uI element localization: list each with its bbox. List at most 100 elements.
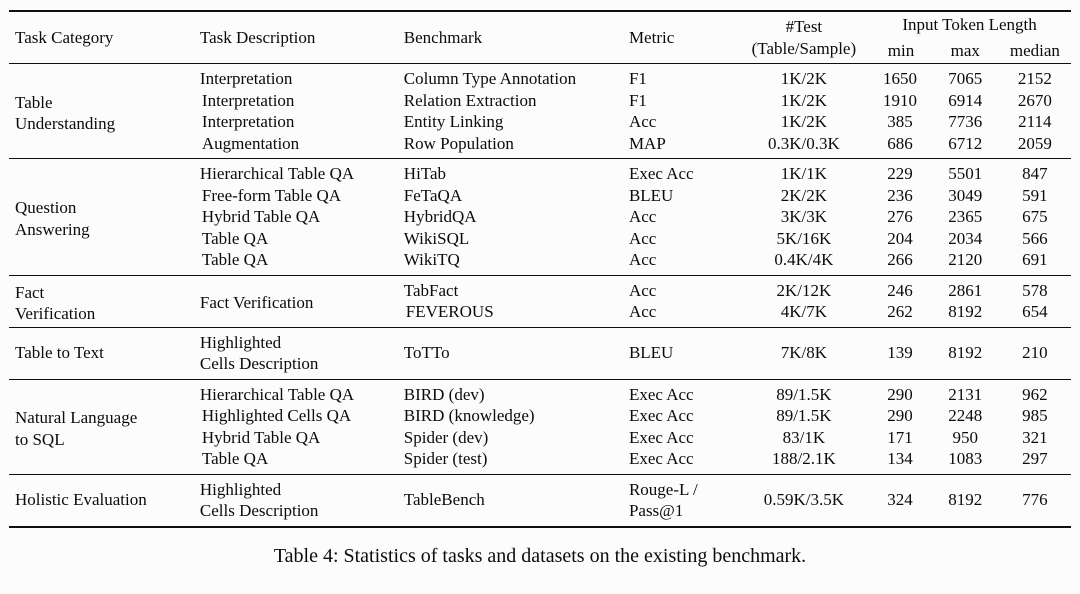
cell-max: 2034 bbox=[948, 228, 983, 248]
section-question-answering: Question Answering Hierarchical Table QA… bbox=[9, 158, 1071, 276]
cell-max: 7065 bbox=[948, 69, 983, 88]
cell-min: 290 bbox=[887, 406, 913, 425]
cell-metric: BLEU bbox=[628, 343, 674, 363]
cell-metric: F1 bbox=[628, 69, 647, 88]
cell-metric: Acc bbox=[628, 302, 657, 321]
cell-description: Augmentation bbox=[201, 133, 300, 153]
cell-metric: Exec Acc bbox=[628, 384, 694, 404]
cell-max: 8192 bbox=[948, 343, 983, 363]
cell-median: 675 bbox=[1022, 207, 1048, 226]
table-row: Interpretation Entity Linking Acc 1K/2K … bbox=[9, 111, 1071, 133]
cell-median: 654 bbox=[1022, 302, 1048, 321]
cell-description: Table QA bbox=[201, 250, 269, 269]
cell-description: Table QA bbox=[201, 228, 269, 248]
cell-benchmark: FeTaQA bbox=[403, 185, 463, 205]
cell-description: Hybrid Table QA bbox=[201, 427, 321, 447]
cell-benchmark: BIRD (dev) bbox=[403, 384, 485, 404]
cell-max: 6712 bbox=[948, 133, 983, 153]
cell-max: 8192 bbox=[948, 302, 983, 321]
cell-min: 686 bbox=[887, 133, 913, 153]
cell-test-count: 1K/2K bbox=[780, 112, 828, 131]
cell-description: Free-form Table QA bbox=[201, 185, 342, 205]
cell-test-count: 83/1K bbox=[782, 427, 826, 447]
cell-benchmark: TableBench bbox=[403, 490, 485, 510]
cell-max: 3049 bbox=[948, 185, 983, 205]
cell-description: Highlighted Cells Description bbox=[199, 332, 319, 374]
header-test-count: #Test (Table/Sample) bbox=[751, 17, 857, 58]
table-row: Interpretation Relation Extraction F1 1K… bbox=[9, 90, 1071, 112]
table-row: Table QA Spider (test) Exec Acc 188/2.1K… bbox=[9, 448, 1071, 474]
header-min: min bbox=[887, 40, 915, 60]
cell-test-count: 5K/16K bbox=[776, 228, 832, 248]
cell-metric: Exec Acc bbox=[628, 427, 694, 447]
section-fact-verification: Fact Verification Fact Verification TabF… bbox=[9, 275, 1071, 327]
cell-median: 321 bbox=[1022, 427, 1048, 447]
cell-metric: F1 bbox=[628, 90, 647, 110]
cell-description: Interpretation bbox=[201, 90, 295, 110]
cell-test-count: 89/1.5K bbox=[776, 406, 832, 425]
cell-min: 229 bbox=[887, 164, 913, 183]
cell-benchmark: Spider (dev) bbox=[403, 427, 489, 447]
table-row: Fact Verification Fact Verification TabF… bbox=[9, 275, 1071, 324]
cell-max: 7736 bbox=[948, 112, 983, 131]
table-header: Task Category Task Description Benchmark… bbox=[9, 11, 1071, 64]
cell-median: 776 bbox=[1022, 490, 1048, 510]
table-row: Highlighted Cells QA BIRD (knowledge) Ex… bbox=[9, 405, 1071, 427]
header-input-token-length: Input Token Length bbox=[902, 15, 1037, 34]
cell-test-count: 1K/2K bbox=[780, 69, 828, 88]
header-task-category: Task Category bbox=[15, 27, 114, 47]
cell-benchmark: Entity Linking bbox=[403, 112, 504, 131]
table-row: Table QA WikiSQL Acc 5K/16K 204 2034 566 bbox=[9, 228, 1071, 250]
cell-metric: Acc bbox=[628, 112, 657, 131]
section-nl-to-sql: Natural Language to SQL Hierarchical Tab… bbox=[9, 379, 1071, 474]
cell-test-count: 89/1.5K bbox=[776, 384, 832, 404]
cell-description: Highlighted Cells Description bbox=[199, 479, 319, 521]
cell-median: 210 bbox=[1022, 343, 1048, 363]
cell-median: 962 bbox=[1022, 384, 1048, 404]
cell-min: 290 bbox=[887, 384, 913, 404]
cell-max: 5501 bbox=[948, 164, 983, 183]
cell-category: Natural Language to SQL bbox=[15, 408, 138, 449]
cell-benchmark: HybridQA bbox=[403, 207, 477, 226]
cell-description: Fact Verification bbox=[199, 293, 314, 313]
table-row: Free-form Table QA FeTaQA BLEU 2K/2K 236… bbox=[9, 185, 1071, 207]
cell-min: 204 bbox=[887, 228, 913, 248]
cell-median: 591 bbox=[1022, 185, 1048, 205]
cell-min: 236 bbox=[887, 185, 913, 205]
cell-median: 2670 bbox=[1017, 90, 1052, 110]
cell-category: Question Answering bbox=[15, 198, 90, 239]
table-row: Hybrid Table QA Spider (dev) Exec Acc 83… bbox=[9, 427, 1071, 449]
cell-category: Table Understanding bbox=[15, 92, 116, 134]
cell-benchmark: FEVEROUS bbox=[405, 302, 494, 321]
cell-max: 2365 bbox=[948, 207, 983, 226]
header-max: max bbox=[950, 40, 980, 60]
header-metric: Metric bbox=[628, 27, 675, 47]
cell-median: 2059 bbox=[1017, 133, 1052, 153]
cell-benchmark: BIRD (knowledge) bbox=[403, 406, 535, 425]
cell-category: Table to Text bbox=[15, 343, 104, 363]
cell-benchmark: TabFact bbox=[403, 280, 459, 300]
cell-test-count: 0.4K/4K bbox=[774, 250, 834, 269]
cell-benchmark: HiTab bbox=[403, 164, 447, 183]
cell-benchmark: Relation Extraction bbox=[403, 90, 537, 110]
cell-category: Holistic Evaluation bbox=[15, 490, 147, 510]
cell-description: Interpretation bbox=[199, 69, 293, 88]
cell-max: 1083 bbox=[948, 449, 983, 468]
cell-min: 262 bbox=[887, 302, 913, 321]
cell-test-count: 0.3K/0.3K bbox=[767, 133, 840, 153]
cell-description: Table QA bbox=[201, 449, 269, 468]
cell-max: 2120 bbox=[948, 250, 983, 269]
cell-benchmark: Column Type Annotation bbox=[403, 69, 577, 88]
cell-test-count: 4K/7K bbox=[780, 302, 828, 321]
cell-min: 324 bbox=[887, 490, 913, 510]
cell-max: 2131 bbox=[948, 384, 983, 404]
cell-description: Hierarchical Table QA bbox=[199, 384, 355, 404]
cell-median: 297 bbox=[1022, 449, 1048, 468]
cell-min: 139 bbox=[887, 343, 913, 363]
cell-min: 276 bbox=[887, 207, 913, 226]
cell-max: 6914 bbox=[948, 90, 983, 110]
stats-table: Task Category Task Description Benchmark… bbox=[9, 10, 1071, 528]
table-caption: Table 4: Statistics of tasks and dataset… bbox=[273, 544, 807, 567]
cell-min: 1650 bbox=[882, 69, 917, 88]
table-row: Table to Text Highlighted Cells Descript… bbox=[9, 327, 1071, 379]
